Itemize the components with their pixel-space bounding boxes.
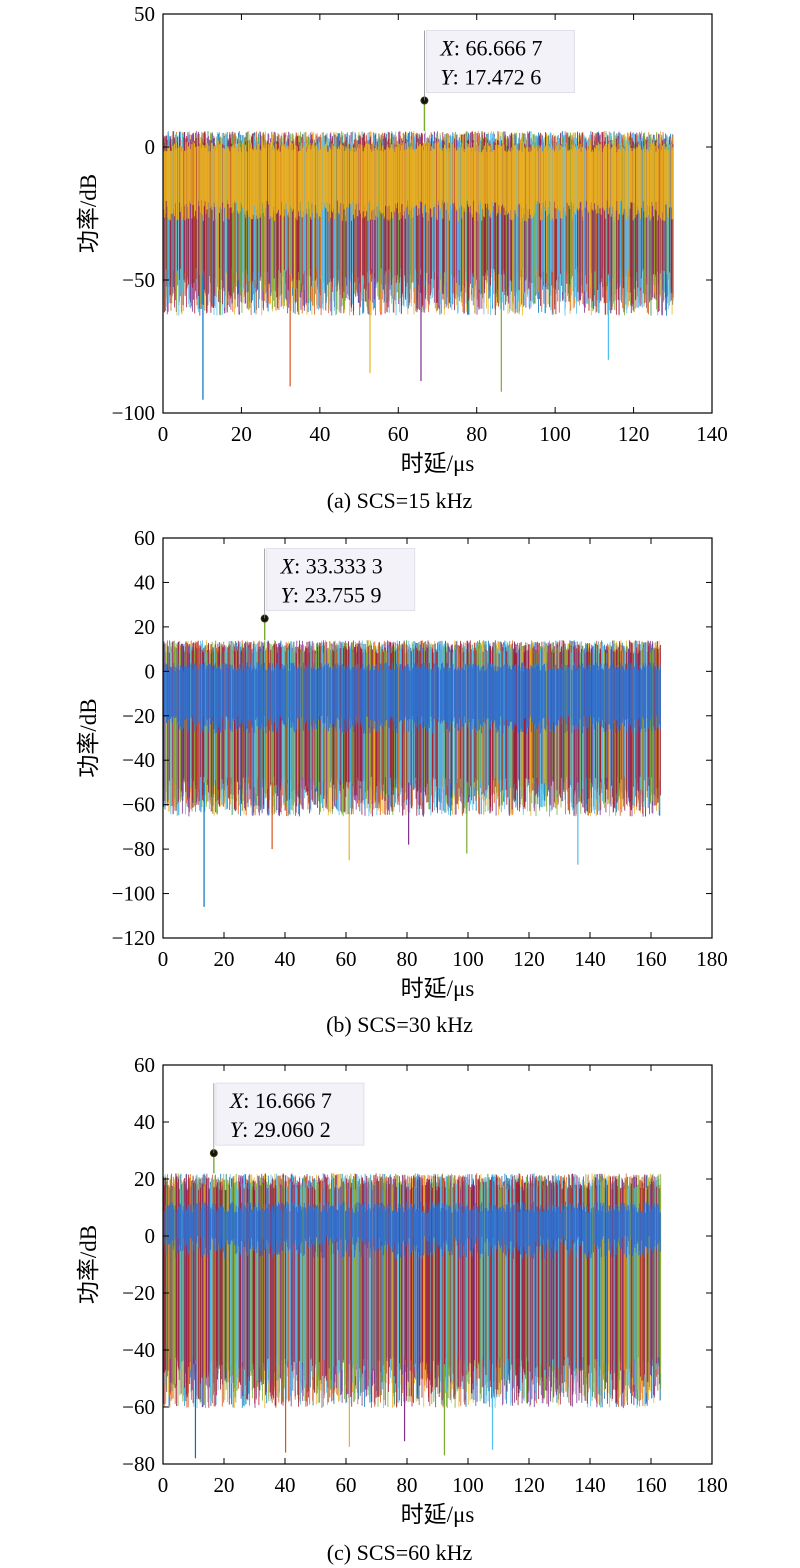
datatip-x-value: : 33.333 3 (294, 554, 383, 579)
x-tick-label: 140 (696, 422, 728, 446)
y-tick-label: −80 (122, 837, 155, 861)
series-traces (163, 618, 661, 907)
y-tick-label: 20 (134, 615, 155, 639)
y-tick-label: 50 (134, 2, 155, 26)
panel-caption: (a) SCS=15 kHz (327, 488, 473, 513)
y-tick-label: −60 (122, 793, 155, 817)
datatip-y-label: Y (281, 583, 296, 608)
datatip-y: Y: 29.060 2 (230, 1117, 331, 1142)
x-tick-label: 20 (214, 947, 235, 971)
x-tick-label: 0 (158, 947, 169, 971)
x-tick-label: 160 (635, 947, 667, 971)
datatip-x-value: : 16.666 7 (243, 1088, 332, 1113)
y-tick-label: 60 (134, 526, 155, 550)
chart-panel-a: 0 20 40 60 80 100 120 140 −100 −50 0 50 时延/μs 功率/dB X:… (76, 2, 728, 513)
y-axis-title: 功率/dB (76, 698, 101, 777)
series-traces (163, 1153, 662, 1459)
chart-panel-c: 0 20 40 60 80 100 120 140 160 180 −80 −60 −40 −20 0 20 4… (76, 1053, 728, 1565)
x-tick-label: 120 (618, 422, 650, 446)
y-tick-label: −20 (122, 1281, 155, 1305)
x-tick-label: 140 (574, 1473, 606, 1497)
y-axis-title: 功率/dB (76, 1225, 101, 1304)
y-tick-label: 0 (145, 135, 156, 159)
x-axis-title: 时延/μs (401, 976, 475, 1001)
y-tick-label: −40 (122, 748, 155, 772)
x-tick-label: 80 (397, 1473, 418, 1497)
y-tick-label: 60 (134, 1053, 155, 1077)
datatip-x: X: 16.666 7 (229, 1088, 332, 1113)
series-trace-7 (163, 1173, 658, 1408)
datatip-y: Y: 17.472 6 (440, 65, 541, 90)
datatip-y: Y: 23.755 9 (281, 583, 382, 608)
datatip-x: X: 33.333 3 (280, 554, 383, 579)
y-tick-label: −120 (112, 926, 155, 950)
panel-caption: (c) SCS=60 kHz (327, 1540, 473, 1565)
axes-box (162, 537, 713, 939)
datatip-x-label: X (280, 554, 296, 579)
x-tick-label: 40 (275, 947, 296, 971)
datatip-y-label: Y (440, 65, 455, 90)
x-tick-label: 60 (336, 1473, 357, 1497)
x-tick-label: 0 (158, 1473, 169, 1497)
datatip-x: X: 66.666 7 (439, 36, 542, 61)
datatip-y-value: : 23.755 9 (293, 583, 382, 608)
x-tick-label: 40 (309, 422, 330, 446)
datatip-x-label: X (229, 1088, 245, 1113)
y-tick-label: 0 (145, 1224, 156, 1248)
y-tick-label: −20 (122, 704, 155, 728)
datatip-box (425, 30, 575, 94)
x-tick-label: 20 (214, 1473, 235, 1497)
x-axis-title: 时延/μs (401, 1502, 475, 1527)
y-tick-label: −80 (122, 1452, 155, 1476)
x-tick-label: 100 (452, 947, 484, 971)
datatip-y-value: : 17.472 6 (453, 65, 542, 90)
x-tick-label: 140 (574, 947, 606, 971)
x-tick-label: 180 (696, 1473, 728, 1497)
x-tick-label: 20 (231, 422, 252, 446)
y-tick-label: 40 (134, 1110, 155, 1134)
x-tick-label: 80 (466, 422, 487, 446)
x-tick-label: 100 (452, 1473, 484, 1497)
x-tick-label: 60 (336, 947, 357, 971)
x-tick-label: 120 (513, 1473, 545, 1497)
x-tick-label: 100 (539, 422, 571, 446)
x-tick-label: 80 (397, 947, 418, 971)
datatip-y-label: Y (230, 1117, 245, 1142)
x-tick-label: 180 (696, 947, 728, 971)
axes-box (162, 13, 713, 414)
x-tick-label: 120 (513, 947, 545, 971)
datatip-box (266, 548, 416, 612)
panel-caption: (b) SCS=30 kHz (326, 1012, 473, 1037)
x-tick-label: 160 (635, 1473, 667, 1497)
y-tick-label: 0 (145, 659, 156, 683)
x-tick-label: 60 (388, 422, 409, 446)
y-tick-label: −100 (112, 401, 155, 425)
datatip-y-value: : 29.060 2 (242, 1117, 331, 1142)
series-trace-dominant (163, 141, 674, 222)
axes-box (162, 1064, 713, 1465)
y-tick-label: −40 (122, 1338, 155, 1362)
datatip-x-label: X (439, 36, 455, 61)
y-tick-label: 20 (134, 1167, 155, 1191)
y-tick-label: 40 (134, 570, 155, 594)
y-tick-label: −100 (112, 882, 155, 906)
y-tick-label: −50 (122, 268, 155, 292)
chart-panel-b: 0 20 40 60 80 100 120 140 160 180 −120 −100 −80 −60 −4… (76, 526, 728, 1037)
x-axis-title: 时延/μs (401, 451, 475, 476)
x-tick-label: 0 (158, 422, 169, 446)
datatip-box (215, 1082, 365, 1146)
datatip-x-value: : 66.666 7 (454, 36, 543, 61)
y-tick-label: −60 (122, 1395, 155, 1419)
x-tick-label: 40 (275, 1473, 296, 1497)
y-axis-title: 功率/dB (76, 174, 101, 253)
series-traces (163, 100, 674, 400)
